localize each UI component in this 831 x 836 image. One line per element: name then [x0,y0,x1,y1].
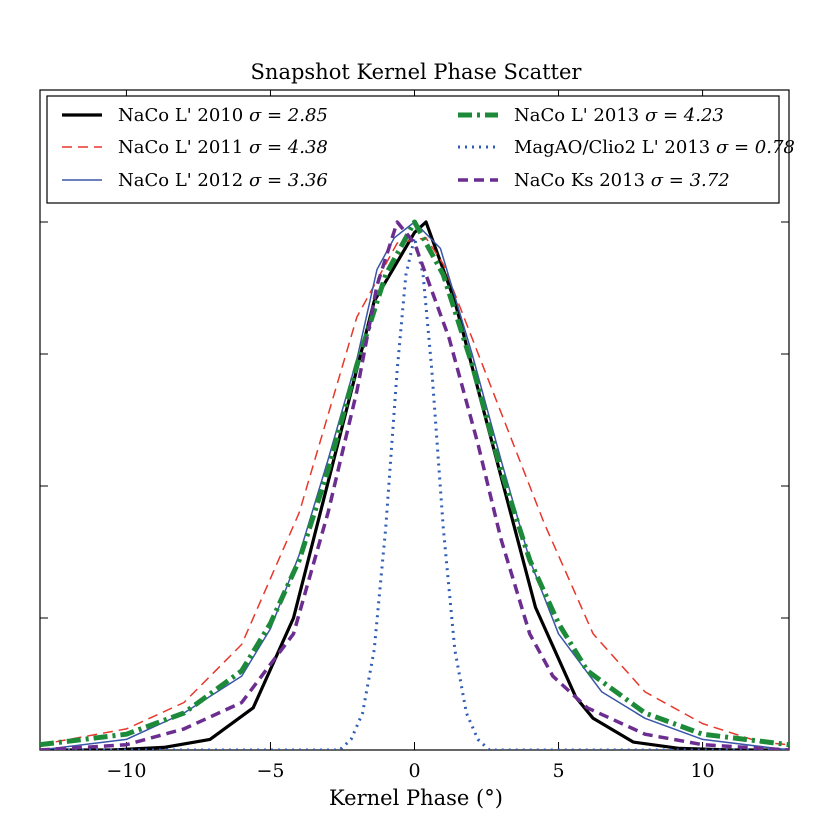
series-line-1 [40,220,789,750]
series-line-5 [40,236,789,750]
x-axis-label: Kernel Phase (°) [329,786,503,810]
legend-label-4: NaCo L' 2013 σ = 4.23 [514,105,724,126]
legend-series-name: NaCo Ks 2013 [514,170,651,191]
series-lines [40,219,789,750]
series-line-2 [40,237,789,746]
legend-label-3: NaCo L' 2012 σ = 3.36 [118,170,328,191]
x-tick-label: 10 [690,760,714,782]
legend-sigma-value: σ = 2.85 [249,105,328,126]
series-line-6 [40,220,789,750]
series-line-4 [40,219,789,748]
y-axis-ticks [40,221,789,619]
x-tick-label: 0 [408,760,420,782]
legend-sigma-value: σ = 0.78 [716,137,795,158]
series-line-3 [40,221,789,750]
x-tick-label: 5 [552,760,564,782]
legend-series-name: NaCo L' 2011 [118,137,249,158]
legend-series-name: NaCo L' 2013 [514,105,645,126]
legend-sigma-value: σ = 4.38 [249,137,328,158]
legend-series-name: MagAO/Clio2 L' 2013 [514,137,716,158]
legend-label-6: NaCo Ks 2013 σ = 3.72 [514,170,730,191]
legend-label-5: MagAO/Clio2 L' 2013 σ = 0.78 [514,137,795,158]
legend-sigma-value: σ = 3.36 [249,170,328,191]
legend-label-2: NaCo L' 2011 σ = 4.38 [118,137,328,158]
legend-box [46,95,780,204]
legend-label-1: NaCo L' 2010 σ = 2.85 [118,105,328,126]
legend-sigma-value: σ = 3.72 [651,170,730,191]
legend-series-name: NaCo L' 2012 [118,170,249,191]
chart-title: Snapshot Kernel Phase Scatter [251,60,583,84]
legend-series-name: NaCo L' 2010 [118,105,249,126]
legend-sigma-value: σ = 4.23 [645,105,724,126]
x-tick-label: −10 [106,760,146,782]
x-tick-label: −5 [256,760,284,782]
